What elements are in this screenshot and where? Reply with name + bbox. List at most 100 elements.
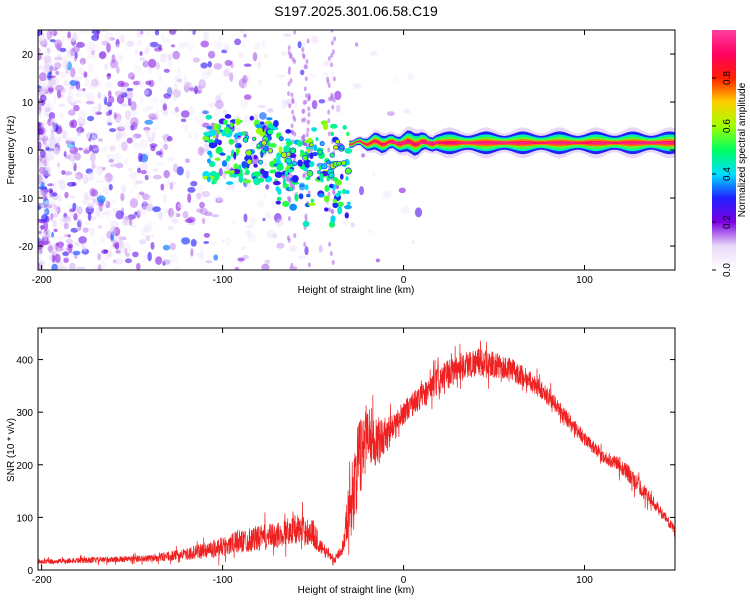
spectrogram-noise-cell: [144, 119, 154, 125]
spectrogram-noise-cell: [44, 64, 52, 73]
spectrogram-noise-cell: [43, 38, 48, 48]
spectrogram-noise-cell: [240, 98, 249, 109]
spectrogram-noise-cell: [51, 263, 58, 270]
spectrogram-noise-cell: [223, 68, 230, 77]
spectrogram-streak-cell: [333, 36, 337, 42]
spectrogram-noise-cell: [50, 129, 55, 134]
spectrogram-noise-cell: [54, 253, 61, 263]
spectrogram-noise-cell: [139, 162, 149, 169]
spectrogram-noise-cell: [59, 47, 67, 53]
spectrogram-noise-cell: [142, 89, 149, 95]
x-tick-label: -100: [213, 275, 233, 286]
spectrogram-noise-cell: [155, 61, 161, 70]
spectrogram-streak-cell: [330, 30, 334, 33]
spectrogram-noise-cell: [130, 224, 137, 228]
spectrogram-cluster-cell: [233, 151, 237, 160]
spectrogram-bright-cell: [329, 152, 335, 158]
spectrogram-noise-cell: [243, 94, 252, 100]
spectrogram-cluster-cell: [206, 176, 211, 183]
spectrogram-noise-cell: [177, 67, 182, 74]
snr-frame: [37, 327, 676, 571]
spectrogram-noise-cell: [137, 209, 147, 216]
spectrogram-noise-cell: [56, 84, 64, 92]
spectrogram-noise-cell: [107, 250, 113, 258]
spectrogram-noise-cell: [54, 62, 62, 69]
spectrogram-noise-cell: [174, 74, 183, 82]
spectrogram-noise-cell: [108, 90, 112, 98]
spectrogram-cluster-cell: [224, 170, 232, 175]
spectrogram-cluster-cell: [306, 193, 311, 198]
spectrogram-cluster-cell: [285, 129, 292, 134]
spectrogram-noise-cell: [75, 172, 84, 180]
spectrogram-streak-cell: [290, 262, 294, 268]
spectrogram-noise-cell: [106, 73, 112, 77]
spectrogram-cluster-cell: [340, 173, 344, 180]
spectrogram-noise-cell: [65, 154, 71, 160]
spectrogram-bright-cell: [292, 161, 298, 167]
spectrogram-noise-cell: [73, 104, 80, 112]
spectrogram-noise-cell: [48, 245, 54, 254]
colorbar-gradient: [712, 30, 736, 270]
spectrogram-noise-cell: [38, 219, 41, 226]
spectrogram-streak-cell: [305, 132, 309, 138]
spectrogram-cluster-cell: [286, 168, 294, 173]
spectrogram-noise-cell: [89, 133, 98, 140]
spectrogram-noise-cell: [223, 109, 228, 115]
spectrogram-noise-cell: [414, 207, 423, 218]
spectrogram-cluster-cell: [219, 152, 226, 156]
spectrogram-noise-cell: [149, 143, 158, 148]
spectrogram-noise-cell: [213, 63, 223, 70]
spectrogram-noise-cell: [67, 109, 76, 116]
spectrogram-cluster-cell: [344, 147, 353, 154]
spectrogram-noise-cell: [91, 197, 96, 201]
spectrogram-noise-cell: [53, 228, 58, 233]
spectrogram-noise-cell: [40, 181, 45, 188]
spectrogram-noise-cell: [237, 257, 245, 262]
spectrogram-noise-cell: [40, 261, 46, 265]
spectrogram-bright-cell: [246, 158, 253, 165]
spectrogram-noise-cell: [52, 219, 57, 228]
spectrogram-noise-cell: [77, 116, 86, 127]
spectrogram-cluster-cell: [273, 120, 279, 128]
spectrogram-noise-cell: [53, 134, 62, 142]
spectrogram-noise-cell: [266, 108, 274, 113]
spectrogram-noise-cell: [140, 226, 147, 236]
spectrogram-cluster-cell: [234, 118, 241, 126]
colorbar-label: Normalized spectral amplitude: [737, 82, 748, 217]
spectrogram-bright-cell: [328, 172, 335, 179]
spectrogram-noise-cell: [47, 79, 57, 86]
spectrogram-noise-cell: [166, 136, 173, 142]
spectrogram-noise-cell: [207, 70, 212, 75]
spectrogram-noise-cell: [63, 79, 68, 87]
spectrogram-noise-cell: [44, 107, 51, 113]
spectrogram-noise-cell: [70, 140, 76, 146]
spectrogram-streak-cell: [303, 86, 307, 92]
spectrogram-noise-cell: [169, 182, 174, 190]
spectrogram-noise-cell: [128, 218, 133, 226]
spectrogram-noise-cell: [67, 94, 72, 105]
spectrogram-noise-cell: [274, 212, 282, 223]
spectrogram-noise-cell: [38, 258, 41, 264]
spectrogram-cluster-cell: [262, 171, 269, 179]
spectrogram-noise-cell: [51, 64, 56, 72]
spectrogram-noise-cell: [53, 147, 59, 157]
spectrogram-noise-cell: [155, 150, 162, 156]
spectrogram-noise-cell: [265, 211, 271, 219]
spectrogram-noise-cell: [47, 75, 56, 79]
spectrogram-streak-cell: [328, 56, 331, 61]
spectrogram-noise-cell: [221, 49, 228, 54]
spectrogram-noise-cell: [71, 119, 77, 129]
spectrogram-cluster-cell: [235, 148, 240, 154]
spectrogram-noise-cell: [89, 187, 96, 197]
spectrogram-cluster-cell: [275, 200, 281, 205]
spectrogram-noise-cell: [55, 242, 59, 251]
spectrogram-noise-cell: [54, 56, 63, 61]
spectrogram-noise-cell: [167, 59, 173, 68]
spectrogram-cluster-cell: [228, 138, 235, 145]
spectrogram-noise-cell: [112, 153, 122, 163]
spectrogram-noise-cell: [105, 209, 112, 217]
spectrogram-noise-cell: [38, 182, 42, 186]
spectrogram-noise-cell: [131, 121, 138, 130]
spectrogram-streak-cell: [291, 56, 295, 62]
spectrogram-noise-cell: [200, 40, 209, 48]
